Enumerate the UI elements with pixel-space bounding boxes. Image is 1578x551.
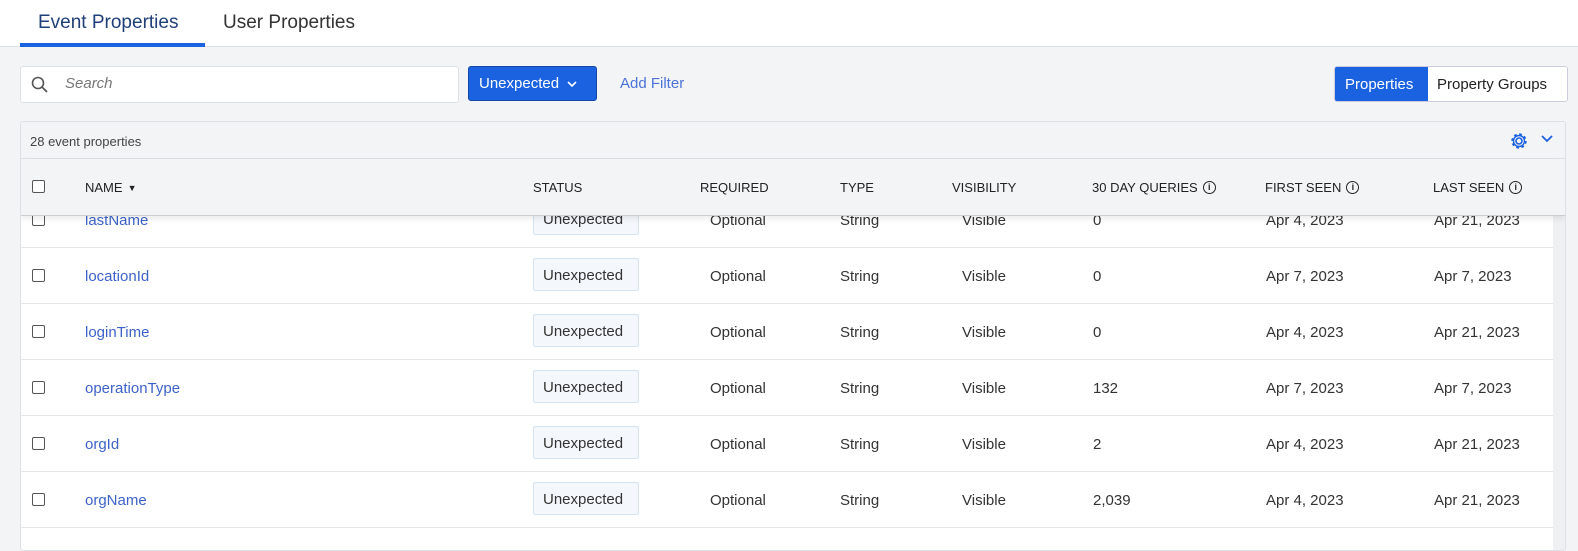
- tab-user-properties[interactable]: User Properties: [223, 12, 355, 33]
- visibility-value: Visible: [962, 212, 1006, 229]
- queries-value: 132: [1093, 380, 1119, 397]
- required-value: Optional: [710, 268, 766, 285]
- select-all-checkbox[interactable]: [32, 180, 45, 193]
- table-toolbar: 28 event properties: [21, 122, 1565, 159]
- required-value: Optional: [710, 212, 766, 229]
- property-name-link[interactable]: locationId: [85, 268, 150, 285]
- column-header-status[interactable]: STATUS: [533, 180, 583, 195]
- first-seen-value: Apr 4, 2023: [1266, 324, 1344, 341]
- properties-table: 28 event properties NAME ▼ STATUS REQUIRE…: [20, 121, 1566, 551]
- column-header-30-day-queries[interactable]: 30 DAY QUERIES i: [1092, 180, 1216, 195]
- add-filter-link[interactable]: Add Filter: [620, 75, 685, 92]
- sort-desc-icon: ▼: [127, 182, 137, 193]
- last-seen-value: Apr 7, 2023: [1434, 268, 1512, 285]
- last-seen-value: Apr 7, 2023: [1434, 380, 1512, 397]
- status-badge: Unexpected: [533, 370, 639, 403]
- column-header-first-seen[interactable]: FIRST SEEN i: [1265, 180, 1360, 195]
- last-seen-value: Apr 21, 2023: [1434, 212, 1520, 229]
- info-icon[interactable]: i: [1202, 181, 1216, 194]
- property-name-link[interactable]: orgId: [85, 436, 120, 453]
- status-badge: Unexpected: [533, 314, 639, 347]
- table-header: NAME ▼ STATUS REQUIRED TYPE VISIBILITY 30…: [21, 159, 1565, 216]
- info-icon[interactable]: i: [1509, 181, 1523, 194]
- visibility-value: Visible: [962, 324, 1006, 341]
- chevron-down-icon[interactable]: [1541, 134, 1553, 143]
- column-header-required[interactable]: REQUIRED: [700, 180, 769, 195]
- column-header-type[interactable]: TYPE: [840, 180, 874, 195]
- last-seen-value: Apr 21, 2023: [1434, 324, 1520, 341]
- chevron-down-icon: [567, 81, 577, 88]
- queries-value: 0: [1093, 212, 1102, 229]
- search-box: [20, 66, 459, 103]
- filter-label: Unexpected: [479, 75, 560, 92]
- active-tab-indicator: [20, 43, 205, 47]
- row-checkbox[interactable]: [32, 269, 45, 282]
- gear-icon[interactable]: [1509, 131, 1529, 151]
- last-seen-value: Apr 21, 2023: [1434, 492, 1520, 509]
- property-name-link[interactable]: orgName: [85, 492, 147, 509]
- queries-value: 2,039: [1093, 492, 1131, 509]
- table-row[interactable]: orgId Unexpected Optional String Visible…: [21, 416, 1555, 472]
- required-value: Optional: [710, 436, 766, 453]
- first-seen-value: Apr 7, 2023: [1266, 268, 1344, 285]
- first-seen-value: Apr 7, 2023: [1266, 380, 1344, 397]
- visibility-value: Visible: [962, 436, 1006, 453]
- last-seen-value: Apr 21, 2023: [1434, 436, 1520, 453]
- visibility-value: Visible: [962, 380, 1006, 397]
- tab-event-properties[interactable]: Event Properties: [38, 12, 179, 33]
- property-groups-toggle[interactable]: Property Groups: [1428, 67, 1567, 101]
- table-body: lastName Unexpected Optional String Visi…: [21, 192, 1555, 528]
- status-badge: Unexpected: [533, 258, 639, 291]
- properties-toggle[interactable]: Properties: [1335, 67, 1428, 101]
- type-value: String: [840, 212, 880, 229]
- type-value: String: [840, 436, 880, 453]
- scrollbar[interactable]: [1553, 159, 1565, 550]
- row-checkbox[interactable]: [32, 493, 45, 506]
- first-seen-value: Apr 4, 2023: [1266, 436, 1344, 453]
- queries-value: 0: [1093, 324, 1102, 341]
- row-checkbox[interactable]: [32, 437, 45, 450]
- queries-value: 0: [1093, 268, 1102, 285]
- row-checkbox[interactable]: [32, 381, 45, 394]
- search-icon: [31, 76, 48, 93]
- required-value: Optional: [710, 492, 766, 509]
- row-checkbox[interactable]: [32, 325, 45, 338]
- search-input[interactable]: [65, 75, 445, 92]
- column-header-visibility[interactable]: VISIBILITY: [952, 180, 1017, 195]
- property-name-link[interactable]: operationType: [85, 380, 181, 397]
- queries-value: 2: [1093, 436, 1102, 453]
- type-value: String: [840, 380, 880, 397]
- required-value: Optional: [710, 324, 766, 341]
- table-row[interactable]: locationId Unexpected Optional String Vi…: [21, 248, 1555, 304]
- status-badge: Unexpected: [533, 482, 639, 515]
- property-count: 28 event properties: [30, 134, 142, 149]
- status-badge: Unexpected: [533, 426, 639, 459]
- status-filter-dropdown[interactable]: Unexpected: [468, 66, 597, 101]
- first-seen-value: Apr 4, 2023: [1266, 492, 1344, 509]
- table-row[interactable]: loginTime Unexpected Optional String Vis…: [21, 304, 1555, 360]
- visibility-value: Visible: [962, 268, 1006, 285]
- column-header-name[interactable]: NAME ▼: [85, 180, 137, 195]
- property-name-link[interactable]: loginTime: [85, 324, 150, 341]
- type-value: String: [840, 324, 880, 341]
- column-header-last-seen[interactable]: LAST SEEN i: [1433, 180, 1523, 195]
- table-row[interactable]: operationType Unexpected Optional String…: [21, 360, 1555, 416]
- type-value: String: [840, 492, 880, 509]
- view-toggle: Properties Property Groups: [1334, 66, 1568, 102]
- visibility-value: Visible: [962, 492, 1006, 509]
- type-value: String: [840, 268, 880, 285]
- tab-bar: Event Properties User Properties: [0, 0, 1578, 47]
- info-icon[interactable]: i: [1346, 181, 1360, 194]
- first-seen-value: Apr 4, 2023: [1266, 212, 1344, 229]
- table-row[interactable]: orgName Unexpected Optional String Visib…: [21, 472, 1555, 528]
- property-name-link[interactable]: lastName: [85, 212, 149, 229]
- required-value: Optional: [710, 380, 766, 397]
